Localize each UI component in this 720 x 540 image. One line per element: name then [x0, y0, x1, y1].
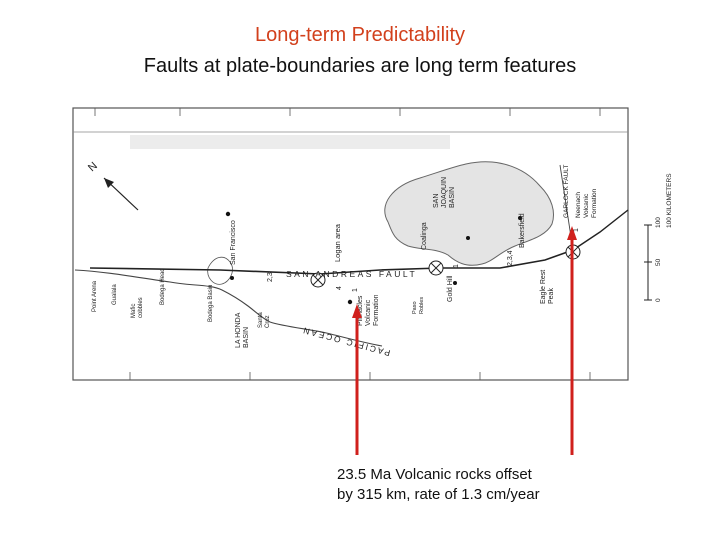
- coastline: [74, 269, 383, 347]
- label-coalinga: Coalinga: [421, 222, 428, 250]
- red-arrow-left-head: [352, 304, 362, 318]
- scale-50: 50: [655, 258, 662, 266]
- label-san-andreas-fault: SAN ANDREAS FAULT: [286, 269, 417, 279]
- label-bakersfield: Bakersfield: [519, 213, 526, 248]
- label-bodega-basin: Bodega Basin: [208, 285, 214, 322]
- label-pinnacles-formation: Pinnacles Volcanic Formation: [357, 294, 380, 326]
- label-gold-hill: Gold Hill: [447, 275, 454, 302]
- label-site-1b: 1: [453, 264, 460, 268]
- label-paso-robles: Paso Robles: [412, 297, 425, 314]
- label-santa-cruz: Santa Cruz: [258, 311, 271, 328]
- san-andreas-fault-line: [89, 249, 574, 275]
- label-logan-area: Logan area: [333, 223, 342, 262]
- caption-line-2: by 315 km, rate of 1.3 cm/year: [337, 486, 540, 503]
- garlock-fault-line: [572, 209, 629, 251]
- offset-arrows: [352, 226, 577, 455]
- label-site-4: 4: [336, 286, 343, 290]
- scale-title: 100 KILOMETERS: [666, 173, 673, 228]
- scale-bar: [644, 224, 652, 301]
- site-dots: [225, 211, 522, 305]
- label-san-joaquin-basin: SAN JOAQUIN BASIN: [433, 175, 456, 208]
- scale-100: 100: [655, 217, 662, 228]
- label-san-francisco: San Francisco: [230, 220, 237, 265]
- caption-line-1: 23.5 Ma Volcanic rocks offset: [337, 466, 532, 483]
- label-la-honda-basin: LA HONDA BASIN: [235, 311, 250, 348]
- label-garlock-fault: GARLOCK FAULT: [563, 165, 570, 218]
- label-point-arena: Point Arena: [92, 280, 98, 312]
- red-arrow-right-head: [567, 226, 577, 240]
- slide-subtitle: Faults at plate-boundaries are long term…: [143, 55, 577, 77]
- label-eagle-rest-peak: Eagle Rest Peak: [540, 268, 555, 304]
- border-ticks: [94, 108, 601, 380]
- label-neenach-formation: Neenach Volcanic Formation: [575, 188, 598, 218]
- label-mafic-cobbles: Mafic cobbles: [131, 297, 144, 318]
- offset-caption: 23.5 Ma Volcanic rocks offset by 315 km,…: [337, 465, 540, 505]
- label-gualala: Gualala: [112, 284, 118, 305]
- label-site-1a: 1: [352, 288, 359, 292]
- label-site-23: 2,3: [267, 272, 274, 282]
- label-site-234: 2,3,4: [507, 250, 514, 266]
- slide-title: Long-term Predictability: [254, 24, 466, 46]
- scale-0: 0: [655, 298, 662, 302]
- scan-shadow: [130, 135, 450, 149]
- label-bodega-head: Bodega Head: [160, 268, 166, 305]
- san-joaquin-basin: [384, 161, 554, 266]
- label-site-1c: 1: [573, 228, 580, 232]
- map-frame: [72, 107, 629, 381]
